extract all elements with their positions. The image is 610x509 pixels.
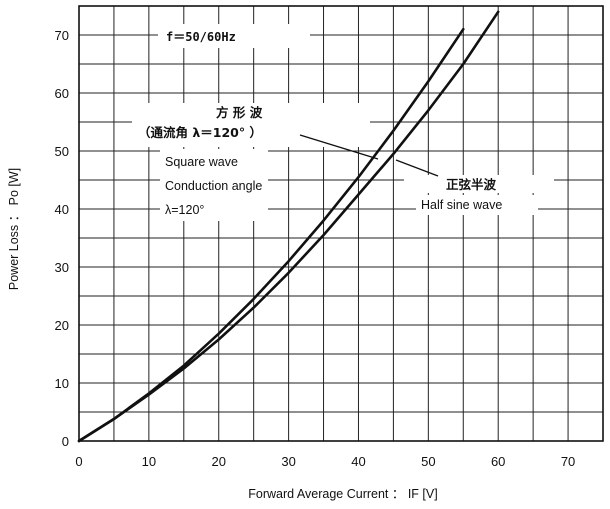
y-tick-label: 50: [55, 144, 69, 159]
y-axis-title: Power Loss ： Po [W]: [7, 168, 21, 290]
conduction-angle-label: Conduction angle: [165, 179, 262, 193]
grid: [79, 6, 603, 441]
frequency-label: f＝50/60Hz: [166, 30, 236, 44]
plot-border: [78, 5, 604, 442]
x-tick-label: 70: [561, 454, 575, 469]
x-tick-label: 40: [351, 454, 365, 469]
y-tick-label: 10: [55, 376, 69, 391]
x-axis-ticks: 0 10 20 30 40 50 60 70: [75, 454, 575, 469]
y-tick-label: 40: [55, 202, 69, 217]
square-wave-leader: [299, 134, 379, 160]
y-tick-label: 60: [55, 86, 69, 101]
half-sine-wave-curve: [77, 10, 500, 443]
y-tick-label: 0: [62, 434, 69, 449]
square-wave-jp-label: 方 形 波: [216, 105, 263, 120]
half-sine-label: Half sine wave: [421, 198, 502, 212]
square-wave-jp-sublabel: （通流角 λ＝120° ）: [138, 125, 262, 140]
y-tick-label: 20: [55, 318, 69, 333]
x-tick-label: 10: [142, 454, 156, 469]
y-axis-ticks: 0 10 20 30 40 50 60 70: [55, 28, 69, 449]
square-wave-curve: [77, 27, 465, 443]
x-tick-label: 20: [211, 454, 225, 469]
half-sine-jp-label: 正弦半波: [446, 177, 497, 192]
x-axis-title: Forward Average Current ： IF [V]: [248, 487, 437, 501]
x-tick-label: 60: [491, 454, 505, 469]
annotation-backgrounds: [132, 24, 554, 221]
x-tick-label: 30: [281, 454, 295, 469]
annotation-leaders: [299, 134, 439, 177]
series-lines: [77, 10, 500, 443]
lambda-label: λ=120°: [165, 203, 204, 217]
square-wave-label: Square wave: [165, 155, 238, 169]
plot-frame: [78, 5, 604, 442]
x-tick-label: 50: [421, 454, 435, 469]
x-tick-label: 0: [75, 454, 82, 469]
y-tick-label: 30: [55, 260, 69, 275]
y-tick-label: 70: [55, 28, 69, 43]
half-sine-leader: [395, 159, 439, 177]
